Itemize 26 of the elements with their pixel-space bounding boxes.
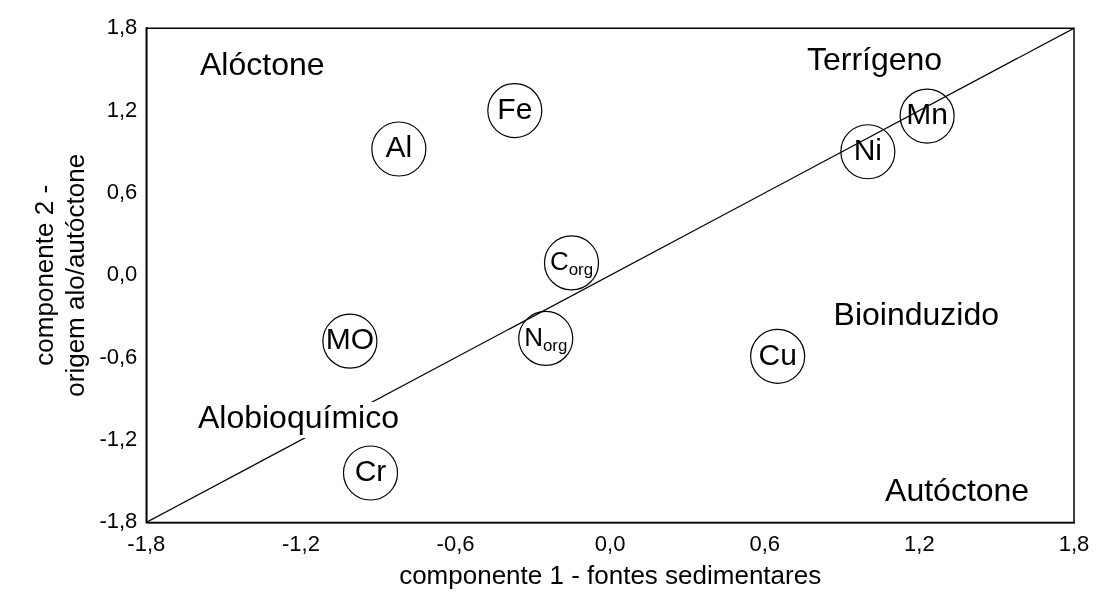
x-tick-label: 0,0 (594, 530, 626, 556)
x-tick-label: -0,6 (436, 530, 475, 556)
y-tick-label: 0,0 (106, 261, 138, 287)
data-label: Al (385, 130, 413, 164)
x-axis-title: componente 1 - fontes sedimentares (399, 559, 822, 590)
annotation: Autóctone (885, 472, 1030, 509)
data-label: Mn (906, 97, 948, 131)
annotation: Alóctone (200, 45, 325, 82)
annotation: Alobioquímico (197, 398, 399, 435)
y-tick-label: -0,6 (99, 343, 138, 369)
x-tick-label: 0,6 (749, 530, 781, 556)
annotation: Terrígeno (806, 40, 943, 77)
annotation: Bioinduzido (833, 296, 1000, 333)
x-tick-label: -1,2 (281, 530, 320, 556)
x-tick-label: 1,8 (1058, 530, 1090, 556)
y-tick-label: -1,2 (99, 426, 138, 452)
data-label: Fe (497, 91, 533, 125)
y-tick-label: 1,2 (106, 96, 138, 122)
x-tick-label: 1,2 (904, 530, 935, 556)
data-label: Cr (354, 454, 387, 488)
y-axis-title: componente 2 - origem alo/autóctone (28, 153, 90, 397)
data-label: Cu (758, 337, 797, 371)
y-tick-label: 1,8 (106, 14, 138, 40)
data-label: Ni (853, 133, 883, 167)
data-label: MO (325, 322, 375, 356)
y-tick-label: 0,6 (106, 179, 138, 204)
